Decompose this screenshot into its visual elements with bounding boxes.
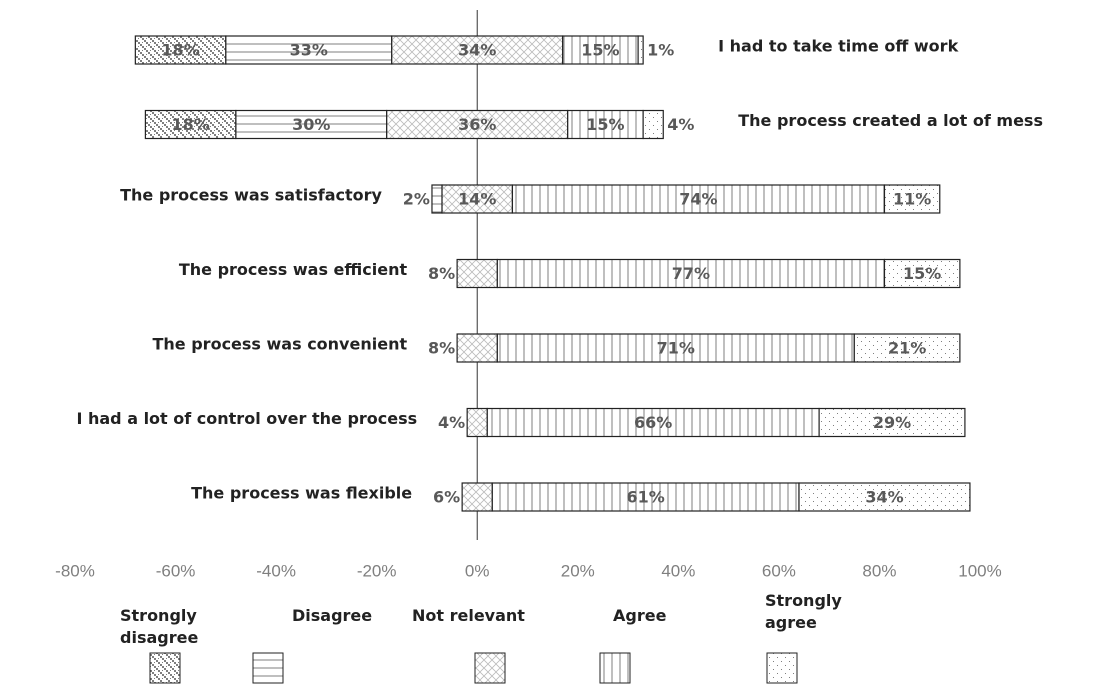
data-label: 15%	[903, 264, 941, 283]
data-label: 30%	[292, 115, 330, 134]
category-label: The process was efficient	[179, 260, 408, 279]
data-label: 14%	[458, 190, 496, 209]
bar-segment	[491, 482, 800, 512]
data-label: 15%	[581, 41, 619, 60]
data-label: 18%	[171, 115, 209, 134]
legend-label: Strongly agree	[765, 591, 842, 632]
bar-segment	[466, 407, 488, 438]
data-label: 34%	[458, 41, 496, 60]
bar-segment	[386, 109, 569, 140]
bar-segment	[456, 333, 498, 363]
x-tick-label: -40%	[256, 561, 296, 580]
data-label: 66%	[634, 413, 672, 432]
data-label: 15%	[586, 115, 624, 134]
bar-segment	[562, 35, 639, 65]
x-tick-label: 80%	[862, 561, 896, 580]
category-label: The process was satisfactory	[120, 186, 382, 205]
data-label: 77%	[672, 264, 710, 283]
legend-label: Agree	[613, 606, 667, 625]
bar-segment	[225, 35, 393, 65]
legend-label: Not relevant	[412, 606, 525, 625]
data-label: 2%	[403, 190, 430, 209]
legend-label: Disagree	[292, 606, 373, 625]
bar-segment	[441, 184, 514, 214]
bar-segment	[391, 35, 564, 65]
data-label: 74%	[679, 190, 717, 209]
data-label: 8%	[428, 264, 455, 283]
data-label: 33%	[290, 41, 328, 60]
x-tick-label: -80%	[55, 561, 95, 580]
data-label: 4%	[438, 413, 465, 432]
data-label: 29%	[873, 413, 911, 432]
x-tick-label: 100%	[958, 561, 1001, 580]
data-label: 71%	[657, 339, 695, 358]
bar-segment	[456, 258, 498, 289]
legend-swatch	[252, 652, 284, 684]
bar-segment	[134, 35, 227, 65]
data-label: 61%	[627, 488, 665, 507]
category-label: I had to take time off work	[718, 37, 958, 56]
bar-segment	[818, 407, 966, 438]
data-label: 8%	[428, 339, 455, 358]
bar-segment	[853, 333, 961, 363]
bar-segment	[461, 482, 493, 512]
bar-segment	[642, 109, 664, 140]
data-label: 34%	[865, 488, 903, 507]
data-label: 6%	[433, 488, 460, 507]
legend-swatch	[149, 652, 181, 684]
bar-segment	[883, 258, 961, 289]
x-tick-label: 40%	[661, 561, 695, 580]
x-tick-label: -20%	[357, 561, 397, 580]
legend-swatch	[599, 652, 631, 684]
bar-segment	[798, 482, 971, 512]
bar-segment	[431, 184, 443, 214]
data-label: 36%	[458, 115, 496, 134]
data-label: 4%	[667, 115, 694, 134]
data-label: 11%	[893, 190, 931, 209]
data-label: 1%	[647, 41, 674, 60]
category-label: The process was flexible	[191, 484, 412, 503]
bar-segment	[144, 109, 237, 140]
x-tick-label: 0%	[465, 561, 490, 580]
data-label: 21%	[888, 339, 926, 358]
category-label: The process was convenient	[153, 335, 408, 354]
bar-segment	[637, 35, 644, 65]
x-tick-label: 20%	[561, 561, 595, 580]
category-label: The process created a lot of mess	[738, 111, 1043, 130]
legend-swatch	[474, 652, 506, 684]
category-label: I had a lot of control over the process	[76, 409, 417, 428]
x-tick-label: 60%	[762, 561, 796, 580]
bar-segment	[511, 184, 886, 214]
data-label: 18%	[161, 41, 199, 60]
x-tick-label: -60%	[156, 561, 196, 580]
bar-segment	[486, 407, 820, 438]
legend-swatch	[766, 652, 798, 684]
bar-segment	[883, 184, 941, 214]
legend-label: Strongly disagree	[120, 606, 199, 647]
